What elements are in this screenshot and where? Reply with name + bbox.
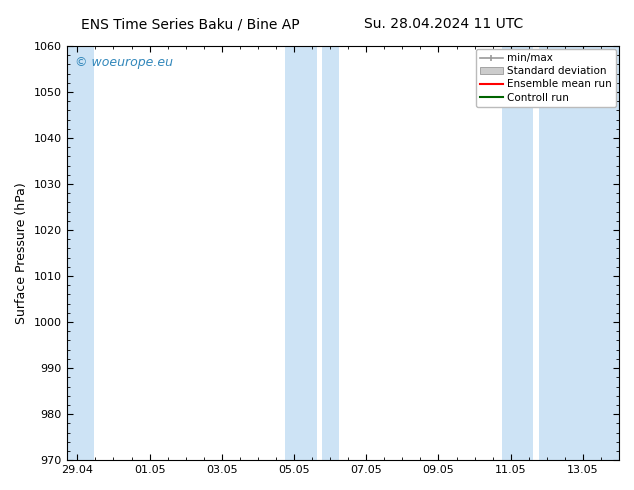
Legend: min/max, Standard deviation, Ensemble mean run, Controll run: min/max, Standard deviation, Ensemble me… [476, 49, 616, 107]
Bar [317, 46, 322, 460]
Text: © woeurope.eu: © woeurope.eu [75, 56, 173, 69]
Bar [501, 46, 619, 460]
Text: ENS Time Series Baku / Bine AP: ENS Time Series Baku / Bine AP [81, 17, 299, 31]
Bar [533, 46, 539, 460]
Y-axis label: Surface Pressure (hPa): Surface Pressure (hPa) [15, 182, 28, 324]
Text: Su. 28.04.2024 11 UTC: Su. 28.04.2024 11 UTC [364, 17, 524, 31]
Bar [285, 46, 339, 460]
Bar [67, 46, 94, 460]
